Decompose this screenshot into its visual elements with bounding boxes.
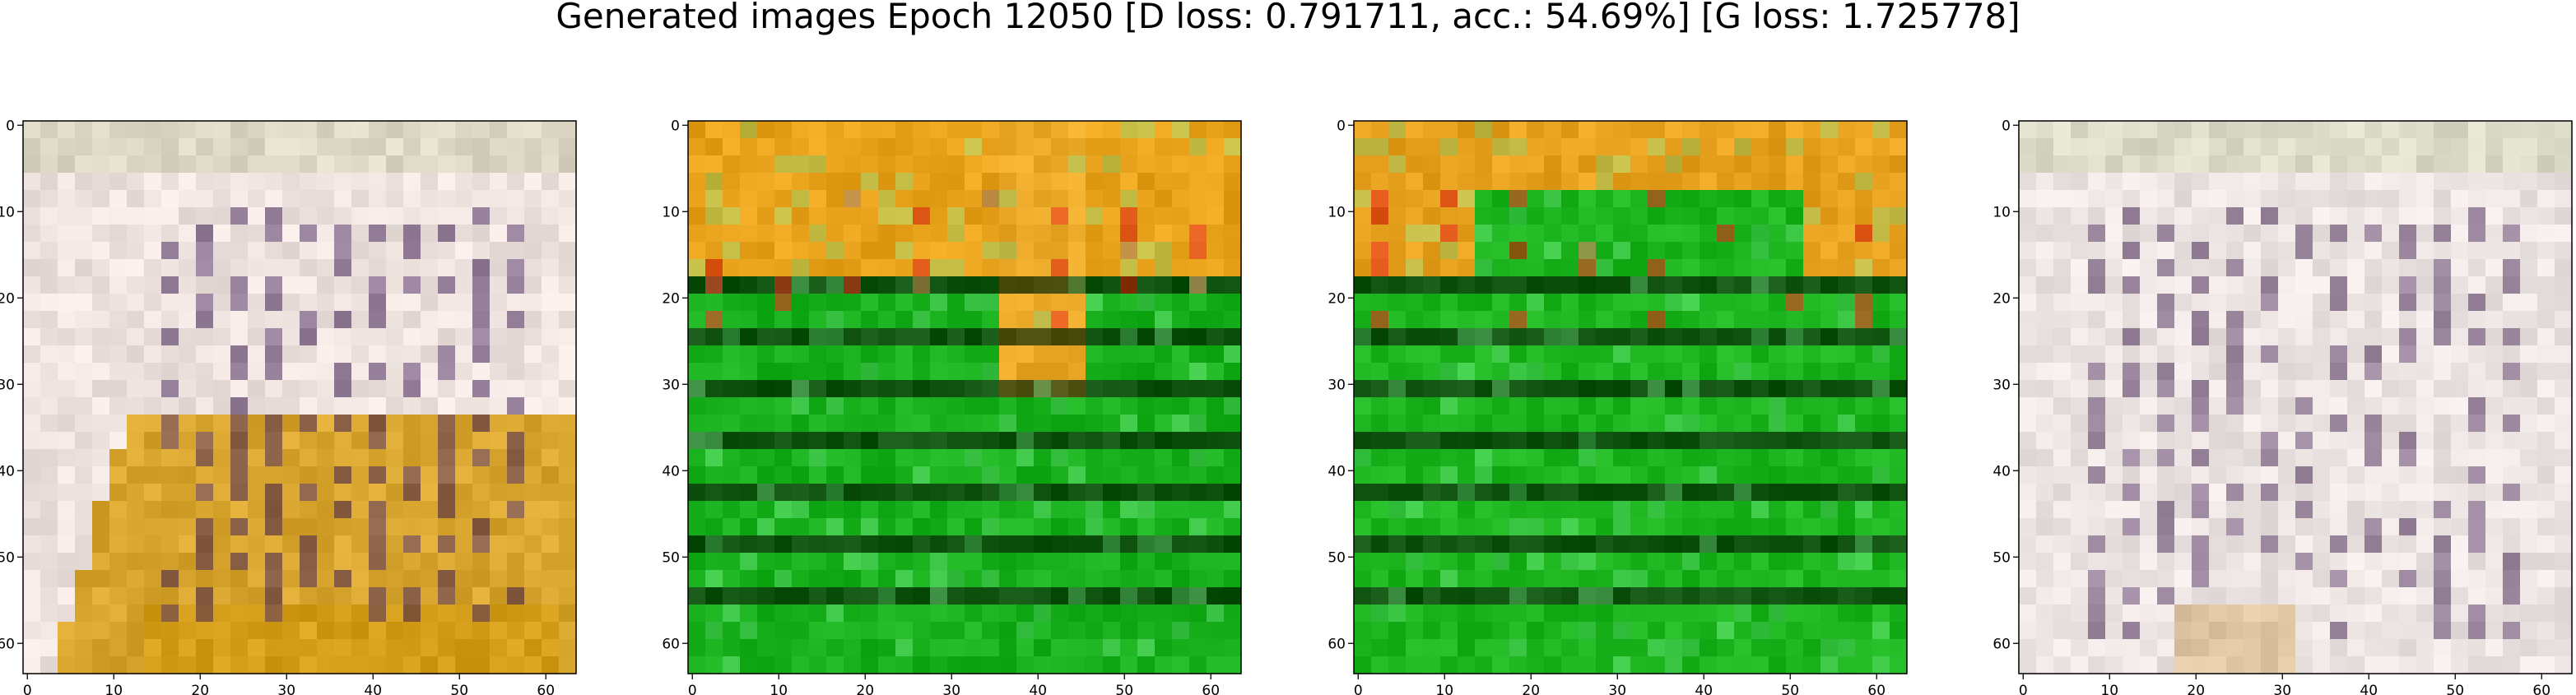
x-tick-label: 30 <box>942 683 960 695</box>
image-pixels <box>688 121 1242 674</box>
x-tick-label: 0 <box>688 683 697 695</box>
y-tick-label: 40 <box>1992 463 2011 480</box>
image-pixels <box>1354 121 1908 674</box>
y-tick-label: 50 <box>1992 549 2011 566</box>
x-tick-label: 40 <box>364 683 382 695</box>
y-tick-label: 0 <box>6 118 15 134</box>
y-tick-label: 60 <box>0 636 15 652</box>
figure-title: Generated images Epoch 12050 [D loss: 0.… <box>556 0 2020 36</box>
axes-frame <box>1353 120 1908 674</box>
x-tick-label: 20 <box>1522 683 1540 695</box>
y-tick-label: 30 <box>0 377 15 393</box>
x-tick-label: 20 <box>2187 683 2205 695</box>
x-tick-label: 10 <box>1435 683 1453 695</box>
y-tick-label: 0 <box>671 118 680 134</box>
image-pixels <box>23 121 577 674</box>
x-tick-label: 40 <box>1029 683 1047 695</box>
x-tick-label: 50 <box>1781 683 1799 695</box>
y-tick-label: 10 <box>1328 204 1346 220</box>
y-tick-label: 60 <box>1992 636 2011 652</box>
x-tick-label: 10 <box>2100 683 2118 695</box>
x-tick-label: 50 <box>450 683 468 695</box>
y-tick-label: 40 <box>662 463 680 480</box>
y-tick-label: 20 <box>1992 290 2011 307</box>
x-tick-label: 60 <box>1202 683 1220 695</box>
y-tick-label: 20 <box>662 290 680 307</box>
x-tick-label: 0 <box>2019 683 2028 695</box>
y-tick-label: 50 <box>1328 549 1346 566</box>
x-tick-label: 40 <box>2360 683 2378 695</box>
x-tick-label: 30 <box>277 683 295 695</box>
generated-image-1: 0 10 20 30 40 50 60 0 10 20 30 40 50 60 <box>0 118 577 695</box>
x-tick-label: 60 <box>537 683 555 695</box>
generated-image-2: 0 10 20 30 40 50 60 0 10 20 30 40 50 60 <box>662 118 1242 695</box>
y-tick-label: 50 <box>662 549 680 566</box>
y-tick-label: 20 <box>0 290 15 307</box>
y-tick-label: 30 <box>1328 377 1346 393</box>
x-tick-label: 20 <box>856 683 874 695</box>
generated-image-4: 0 10 20 30 40 50 60 0 10 20 30 40 50 60 <box>1992 118 2573 695</box>
x-tick-label: 0 <box>1354 683 1363 695</box>
x-tick-label: 60 <box>2532 683 2550 695</box>
x-tick-label: 30 <box>1608 683 1626 695</box>
y-tick-label: 20 <box>1328 290 1346 307</box>
x-tick-label: 50 <box>1115 683 1133 695</box>
axes-frame <box>2018 120 2573 674</box>
y-tick-label: 10 <box>662 204 680 220</box>
x-tick-label: 50 <box>2446 683 2464 695</box>
y-tick-label: 30 <box>1992 377 2011 393</box>
y-tick-label: 40 <box>1328 463 1346 480</box>
y-tick-label: 40 <box>0 463 15 480</box>
y-tick-label: 10 <box>1992 204 2011 220</box>
y-tick-label: 10 <box>0 204 15 220</box>
image-pixels <box>2019 121 2573 674</box>
x-tick-label: 20 <box>191 683 209 695</box>
y-tick-label: 50 <box>0 549 15 566</box>
x-tick-label: 0 <box>23 683 32 695</box>
y-tick-label: 60 <box>662 636 680 652</box>
generated-image-3: 0 10 20 30 40 50 60 0 10 20 30 40 50 60 <box>1328 118 1908 695</box>
axes-frame <box>687 120 1242 674</box>
x-tick-label: 40 <box>1695 683 1713 695</box>
y-tick-label: 0 <box>2002 118 2011 134</box>
x-tick-label: 60 <box>1867 683 1886 695</box>
y-tick-label: 60 <box>1328 636 1346 652</box>
y-tick-label: 30 <box>662 377 680 393</box>
x-tick-label: 30 <box>2273 683 2291 695</box>
x-tick-label: 10 <box>105 683 123 695</box>
x-tick-label: 10 <box>770 683 788 695</box>
y-tick-label: 0 <box>1337 118 1346 134</box>
axes-frame <box>22 120 577 674</box>
